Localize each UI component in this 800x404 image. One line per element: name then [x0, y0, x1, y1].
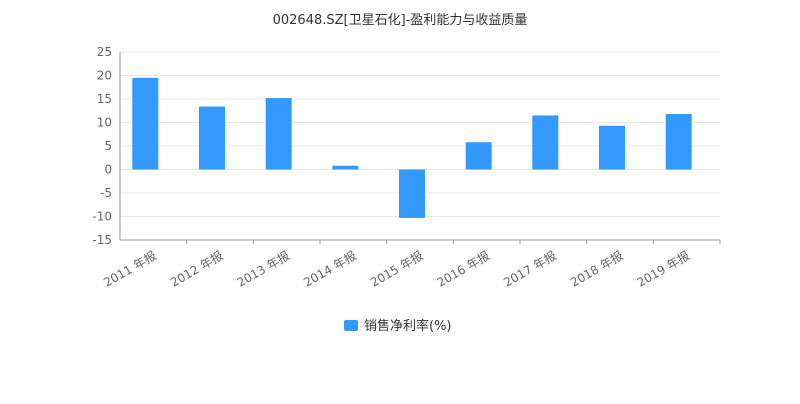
x-tick-label: 2019 年报 [634, 248, 692, 290]
y-tick-label: 15 [97, 92, 112, 106]
y-tick-label: -5 [100, 186, 112, 200]
legend[interactable]: 销售净利率(%) [344, 318, 452, 334]
bar[interactable] [332, 165, 359, 170]
y-tick-label: 5 [104, 139, 112, 153]
y-tick-label: 10 [97, 116, 112, 130]
legend-swatch-icon[interactable] [344, 320, 358, 331]
y-tick-label: -10 [92, 210, 112, 224]
axes [119, 52, 720, 241]
x-tick-label: 2013 年报 [234, 248, 292, 290]
bar[interactable] [265, 98, 292, 170]
y-tick-label: 0 [104, 163, 112, 177]
x-tick-label: 2016 年报 [434, 248, 492, 290]
bars [132, 77, 692, 218]
y-tick-label: -15 [92, 233, 112, 247]
bar[interactable] [599, 125, 625, 170]
bar[interactable] [132, 77, 159, 170]
y-tick-label: 20 [97, 69, 112, 83]
x-axis-ticks: 2011 年报 2012 年报 2013 年报 2014 年报 2015 年报 2016 … [101, 240, 721, 290]
bar[interactable] [199, 106, 225, 170]
bar[interactable] [532, 115, 559, 170]
x-tick-label: 2014 年报 [301, 248, 359, 290]
legend-label[interactable]: 销售净利率(%) [364, 318, 452, 334]
x-tick-label: 2011 年报 [101, 248, 159, 290]
y-tick-label: 25 [97, 45, 112, 59]
bar[interactable] [465, 142, 492, 170]
x-tick-label: 2012 年报 [167, 248, 225, 290]
y-axis-ticks: 25 20 15 10 5 0 -5 -10 -15 [92, 45, 112, 247]
chart-title: 002648.SZ[卫星石化]-盈利能力与收益质量 [273, 13, 528, 28]
x-tick-label: 2015 年报 [367, 248, 425, 290]
x-tick-label: 2017 年报 [501, 248, 559, 290]
bar[interactable] [399, 169, 425, 218]
x-tick-label: 2018 年报 [567, 248, 625, 290]
bar[interactable] [665, 114, 692, 170]
